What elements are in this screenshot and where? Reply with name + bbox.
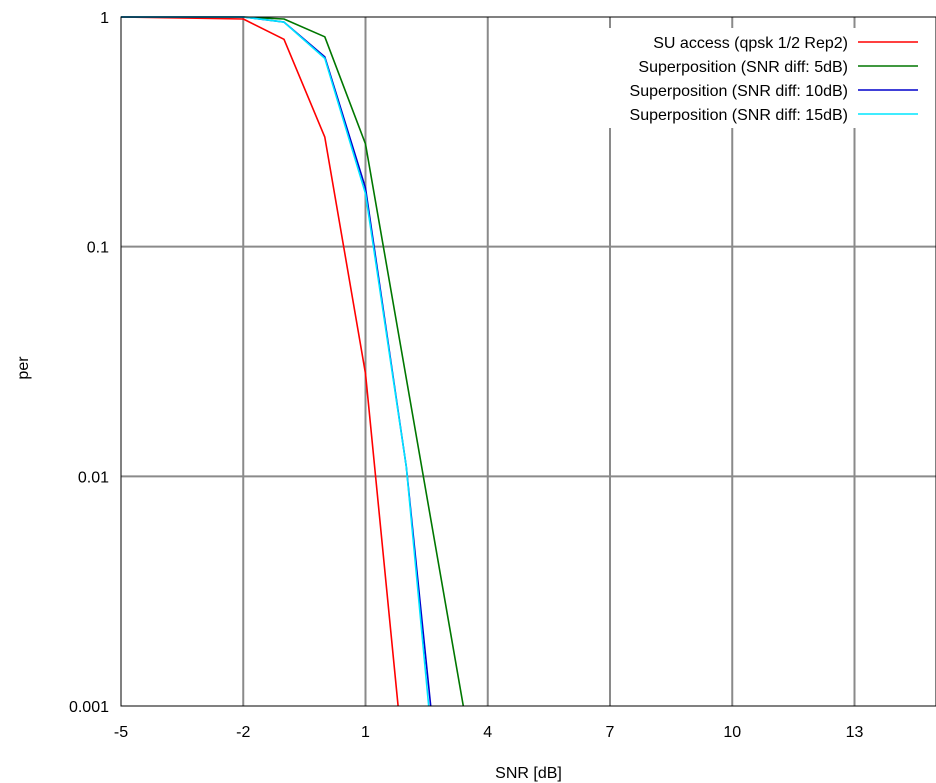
series-line [121,16,465,707]
legend: SU access (qpsk 1/2 Rep2) Superposition (… [560,28,926,128]
y-tick-label: 0.001 [69,699,109,716]
x-tick-label: -2 [236,724,250,741]
legend-label: Superposition (SNR diff: 10dB) [630,83,848,100]
series-line [121,16,432,707]
series-line [121,16,430,707]
plot-border [120,16,936,707]
legend-label: Superposition (SNR diff: 5dB) [638,59,848,76]
y-tick-label: 0.1 [87,240,109,257]
x-tick-label: 7 [606,724,615,741]
legend-background [560,28,926,128]
x-tick-label: 4 [483,724,492,741]
x-axis-label: SNR [dB] [495,765,562,782]
x-tick-label: 13 [846,724,864,741]
x-tick-label: 10 [723,724,741,741]
grid [121,17,936,706]
legend-label: Superposition (SNR diff: 15dB) [630,107,848,124]
series-line [120,16,399,707]
x-tick-label: -5 [114,724,128,741]
y-tick-label: 0.01 [78,469,109,486]
y-tick-label: 1 [100,10,109,27]
y-tick-labels: 0.001 0.01 0.1 1 [69,10,109,716]
x-tick-labels: -5 -2 1 4 7 10 13 [114,724,864,741]
x-tick-label: 1 [361,724,370,741]
series-layer [120,16,465,707]
y-axis-label: per [15,356,32,380]
legend-label: SU access (qpsk 1/2 Rep2) [653,35,848,52]
